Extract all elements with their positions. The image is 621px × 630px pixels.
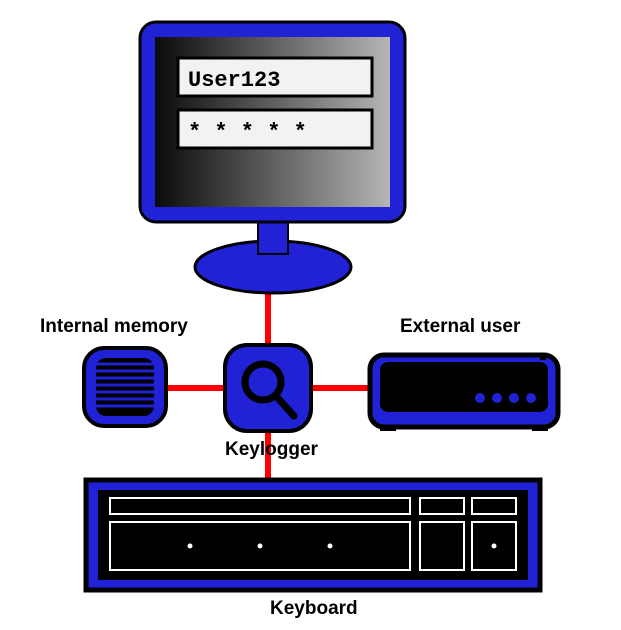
keylogger-diagram: User123 * * * * * Internal memory Keylog…	[0, 0, 621, 630]
keyboard-node	[86, 480, 540, 590]
password-text: * * * * *	[188, 120, 307, 145]
internal-memory-label: Internal memory	[40, 316, 188, 337]
external-user-node	[370, 355, 558, 431]
username-text: User123	[188, 68, 280, 93]
internal-memory-node	[84, 348, 166, 426]
external-user-label: External user	[400, 316, 521, 337]
keylogger-label: Keylogger	[225, 439, 319, 460]
keylogger-node	[225, 345, 311, 431]
monitor: User123 * * * * *	[140, 22, 405, 293]
keyboard-label: Keyboard	[270, 598, 358, 619]
